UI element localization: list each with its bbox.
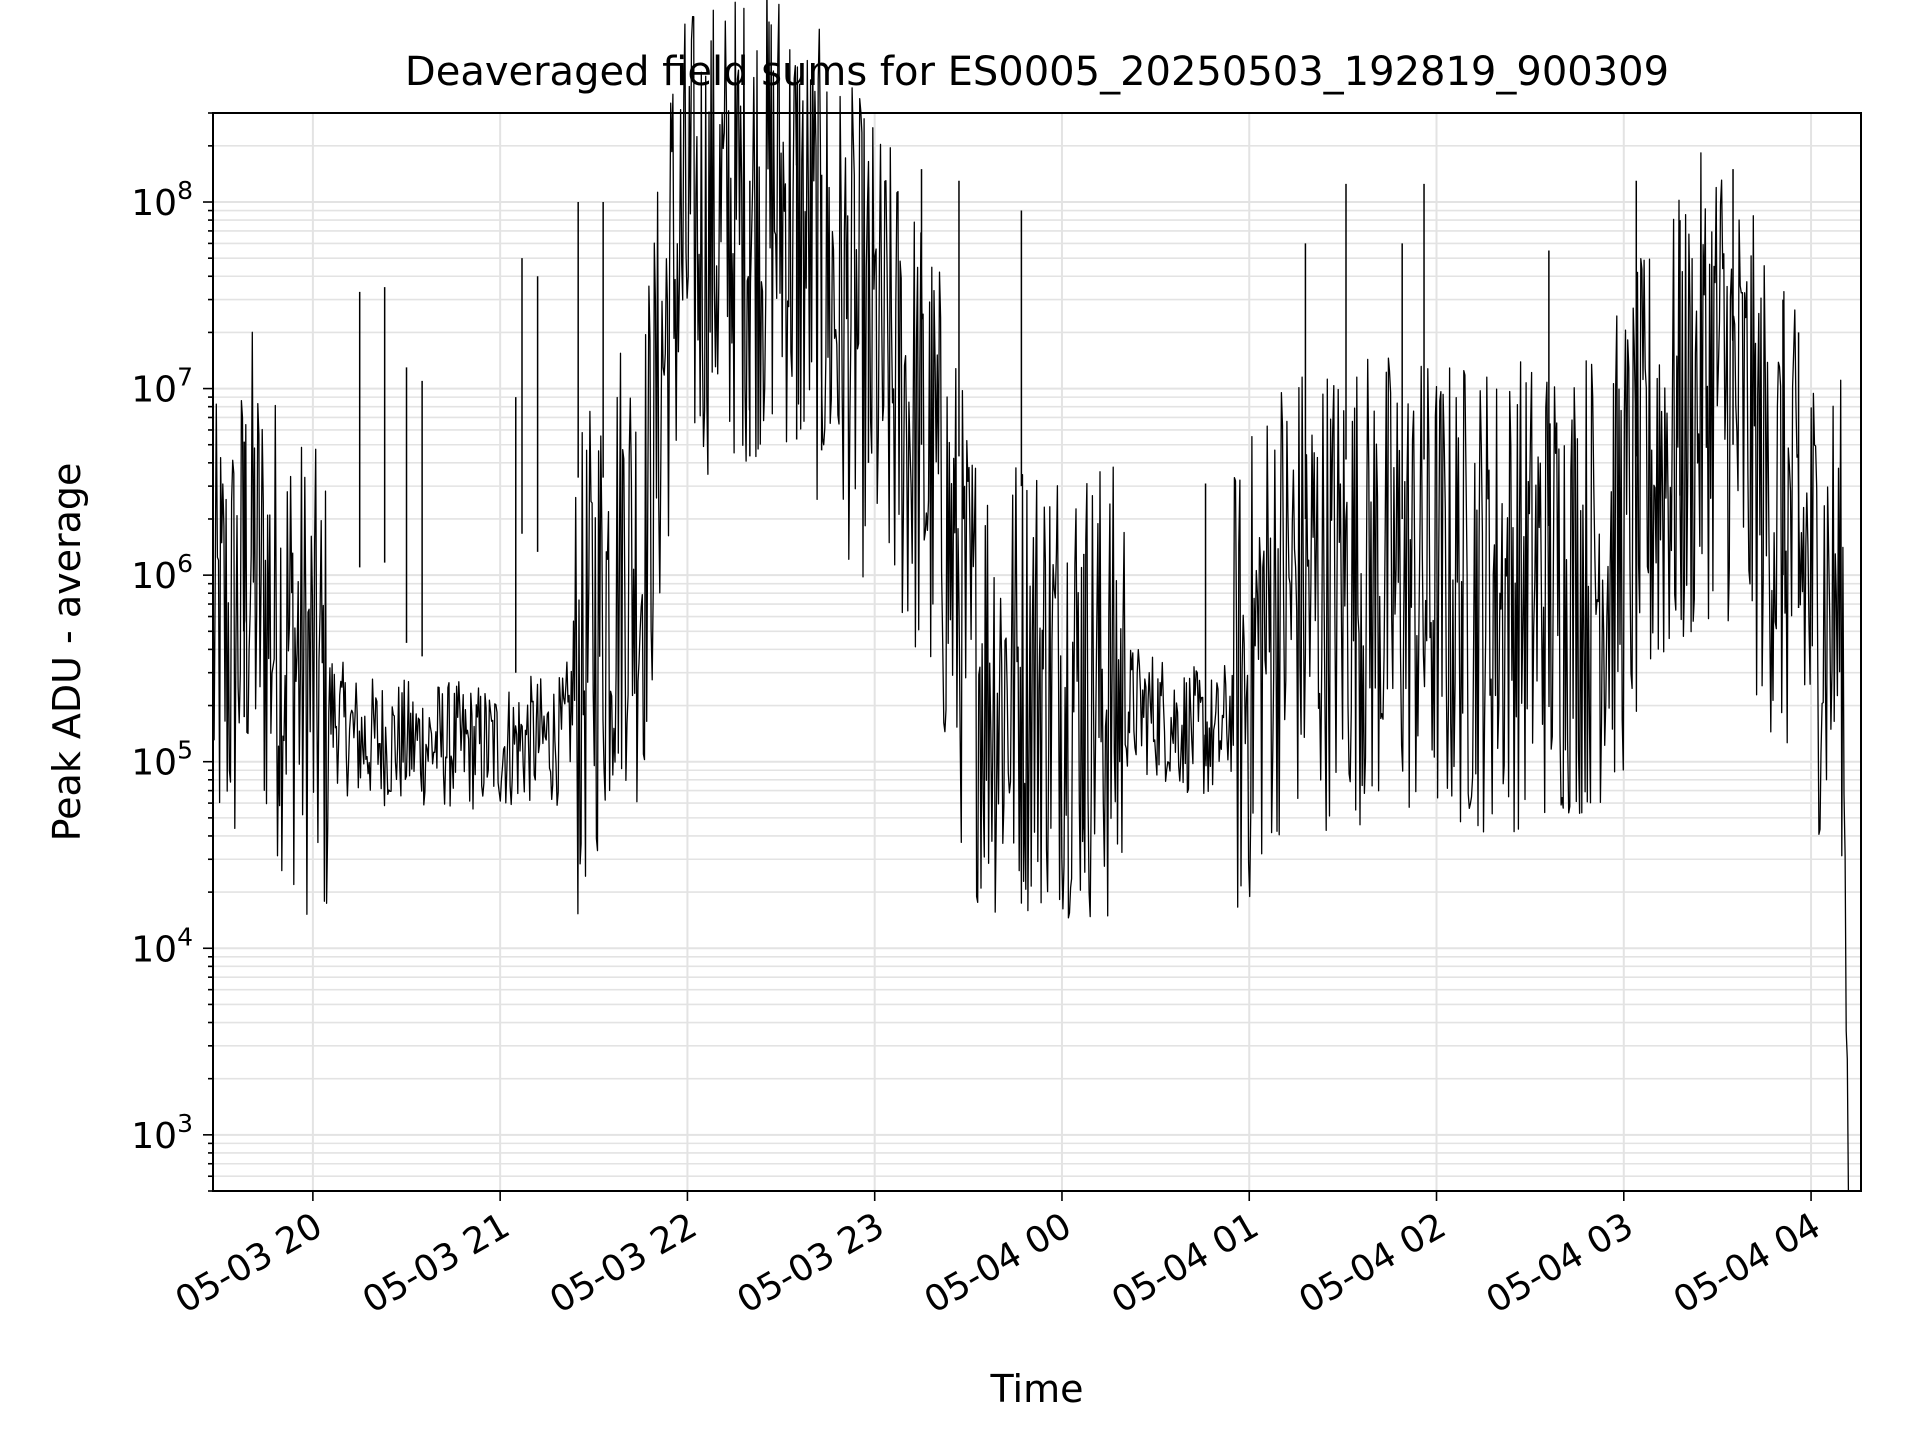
series-layer	[212, 0, 1850, 1192]
chart-title: Deaveraged field sums for ES0005_2025050…	[405, 49, 1669, 95]
y-tick-label: 107	[131, 363, 193, 411]
series-line	[212, 0, 1850, 1192]
y-tick-label: 105	[131, 736, 193, 784]
y-tick-label-exponent: 5	[177, 736, 193, 765]
y-tick-label: 103	[131, 1109, 193, 1157]
y-tick-label-base: 10	[131, 370, 177, 411]
y-tick-label-exponent: 8	[177, 176, 193, 205]
y-axis-label: Peak ADU - average	[45, 463, 89, 842]
plot-frame	[212, 112, 1862, 1192]
y-tick-label: 108	[131, 176, 193, 224]
y-tick-label: 106	[131, 549, 193, 597]
y-tick-label-base: 10	[131, 1116, 177, 1157]
y-tick-label-base: 10	[131, 929, 177, 970]
y-tick-label: 104	[131, 922, 193, 970]
y-tick-label-exponent: 4	[177, 922, 193, 951]
y-tick-label-base: 10	[131, 183, 177, 224]
y-tick-label-exponent: 3	[177, 1109, 193, 1138]
y-tick-label-exponent: 7	[177, 363, 193, 392]
y-tick-label-exponent: 6	[177, 549, 193, 578]
x-axis-label: Time	[990, 1367, 1084, 1411]
y-tick-label-base: 10	[131, 743, 177, 784]
y-tick-label-base: 10	[131, 556, 177, 597]
